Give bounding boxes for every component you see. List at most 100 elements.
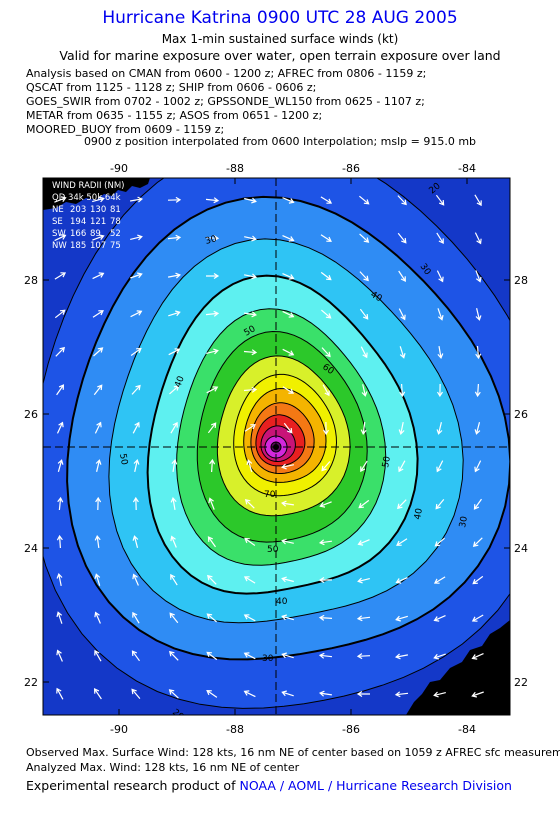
lon-label: -84	[458, 723, 476, 736]
lat-label: 26	[24, 408, 38, 421]
wind-arrow	[54, 309, 66, 319]
wind-arrow	[207, 422, 217, 434]
wind-arrow	[132, 535, 139, 548]
wind-arrow	[320, 271, 332, 281]
wind-arrow	[208, 497, 215, 510]
observed-max-wind: Observed Max. Surface Wind: 128 kts, 16 …	[26, 746, 560, 759]
wind-arrow	[356, 690, 370, 698]
wind-arrow	[95, 459, 102, 472]
wind-arrow	[168, 689, 179, 699]
wind-arrow	[54, 234, 67, 242]
wind-arrow	[359, 233, 370, 243]
analysis-line: METAR from 0635 - 1155 z; ASOS from 0651…	[26, 109, 323, 122]
map-frame	[42, 177, 511, 716]
wind-arrow	[281, 538, 294, 545]
noaa-aoml-hrd-link[interactable]: NOAA / AOML / Hurricane Research Divisio…	[239, 778, 512, 793]
wind-arrow	[94, 421, 102, 434]
wind-arrow	[282, 273, 295, 280]
isotach-line	[66, 195, 510, 661]
wind-arrow	[244, 537, 256, 546]
wind-arrow	[356, 653, 371, 660]
wind-arrow	[282, 235, 295, 242]
wind-arrow	[244, 235, 257, 242]
wind-arrow	[359, 271, 369, 282]
louisiana-coast	[43, 178, 150, 210]
wind-arrow	[474, 194, 482, 207]
wind-arrow	[57, 496, 64, 511]
wind-arrow	[132, 611, 140, 624]
wind-arrow	[282, 310, 295, 318]
wind-arrow	[357, 577, 370, 584]
isotach-line	[196, 330, 368, 543]
lat-labels-right: 28 26 24 22	[514, 274, 528, 689]
wind-arrow	[56, 534, 63, 549]
wind-arrow	[399, 383, 406, 398]
wind-vectors	[54, 194, 484, 700]
isotach-line	[260, 425, 296, 462]
wind-arrow	[360, 460, 368, 473]
wind-arrow	[244, 311, 257, 318]
wind-arrow	[437, 345, 444, 360]
contour-label: 50	[381, 455, 393, 468]
wind-arrow	[318, 614, 333, 621]
wind-arrow	[322, 421, 330, 436]
wind-arrow	[435, 194, 445, 206]
lat-label: 26	[514, 408, 528, 421]
analysis-line: GOES_SWIR from 0702 - 1002 z; GPSSONDE_W…	[26, 95, 425, 108]
wind-arrow	[474, 422, 481, 435]
wind-arrow	[206, 613, 217, 623]
wind-arrow	[471, 691, 484, 698]
contour-label: 40	[413, 507, 425, 520]
lon-labels-top: -90 -88 -86 -84	[110, 162, 476, 175]
wind-arrow	[358, 499, 370, 509]
wind-arrow	[433, 576, 446, 584]
wind-arrow	[433, 691, 446, 698]
wind-arrow	[281, 614, 294, 621]
wind-arrow	[433, 615, 446, 622]
lon-label: -88	[226, 723, 244, 736]
wind-arrow	[205, 197, 220, 204]
wind-arrow	[57, 459, 64, 472]
wind-arrow	[318, 576, 333, 584]
wind-radii-row: SE 194 121 78	[52, 217, 121, 227]
wind-arrow	[170, 421, 178, 434]
wind-arrow	[246, 459, 253, 472]
wind-arrow	[56, 421, 64, 434]
wind-arrow	[205, 235, 220, 242]
wind-arrow	[475, 270, 482, 283]
wind-arrow	[398, 308, 406, 321]
wind-arrow	[434, 537, 445, 547]
wind-arrow	[395, 577, 408, 584]
wind-arrow	[398, 270, 406, 282]
wind-arrow	[206, 651, 218, 661]
wind-arrow	[206, 272, 220, 280]
wind-arrow	[319, 690, 332, 697]
wind-arrow	[131, 688, 141, 699]
wind-arrow	[95, 496, 102, 511]
isotach-line	[216, 355, 351, 517]
wind-arrow	[321, 461, 331, 472]
wind-arrow	[396, 538, 408, 546]
contour-labels: 20 20 30 30 30 30 40 40 40 40 50 50 50 5…	[117, 181, 470, 715]
wind-arrow	[437, 308, 444, 321]
wind-arrow	[319, 501, 332, 508]
wind-arrow	[472, 537, 483, 547]
wind-arrow	[361, 384, 368, 397]
wind-arrow	[55, 346, 65, 357]
wind-arrow	[92, 234, 105, 241]
credit-line: Experimental research product of NOAA / …	[26, 778, 512, 793]
contour-label: 70	[264, 490, 276, 500]
wind-arrow	[93, 347, 104, 357]
wind-arrow	[93, 688, 102, 700]
wind-arrow	[244, 197, 257, 204]
wind-arrow	[360, 422, 367, 436]
wind-arrow	[170, 497, 177, 511]
wind-arrow	[398, 421, 405, 436]
wind-arrow	[356, 615, 371, 622]
wind-arrow	[436, 383, 444, 398]
wind-arrow	[471, 614, 484, 622]
wind-arrow	[92, 196, 105, 203]
wind-arrow	[243, 349, 258, 356]
wind-arrow	[359, 308, 369, 320]
wind-arrow	[131, 384, 141, 395]
